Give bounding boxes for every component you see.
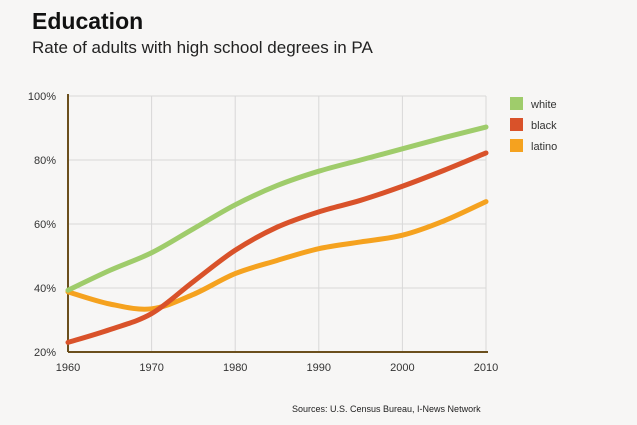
legend-label-black: black: [531, 120, 557, 132]
x-tick-label: 1970: [139, 362, 163, 374]
legend-label-white: white: [530, 99, 557, 111]
x-tick-label: 1960: [56, 362, 80, 374]
y-tick-label: 80%: [34, 155, 56, 167]
series-line-black: [65, 150, 489, 345]
x-tick-label: 1990: [307, 362, 331, 374]
source-note: Sources: U.S. Census Bureau, I-News Netw…: [292, 404, 481, 414]
x-tick-label: 1980: [223, 362, 247, 374]
legend-swatch-white: [510, 97, 523, 110]
chart-title: Education: [32, 8, 144, 34]
chart-subtitle: Rate of adults with high school degrees …: [32, 38, 373, 57]
y-tick-label: 60%: [34, 219, 56, 231]
x-tick-label: 2010: [474, 362, 498, 374]
legend-label-latino: latino: [531, 141, 557, 153]
series-line-latino: [65, 199, 489, 312]
series-line-white: [65, 124, 489, 293]
y-tick-label: 100%: [28, 91, 56, 103]
x-tick-label: 2000: [390, 362, 414, 374]
y-tick-label: 40%: [34, 283, 56, 295]
legend-swatch-black: [510, 118, 523, 131]
legend-swatch-latino: [510, 139, 523, 152]
y-tick-label: 20%: [34, 347, 56, 359]
